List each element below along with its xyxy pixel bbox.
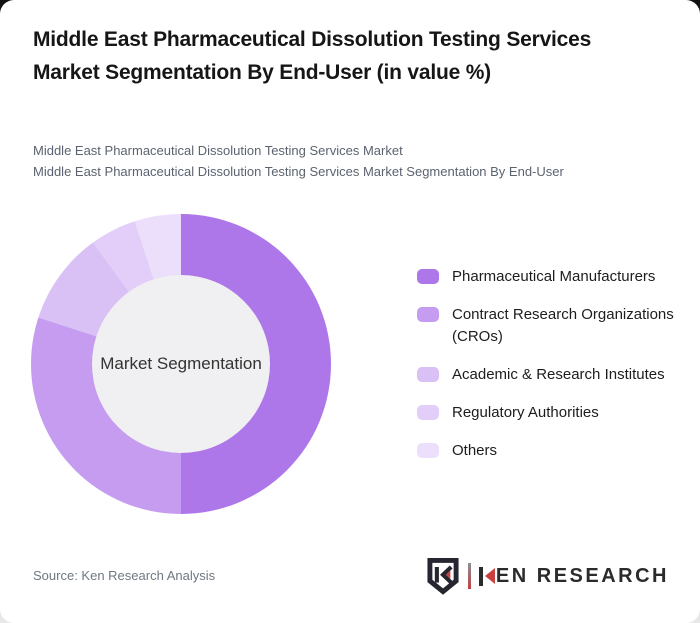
legend-swatch-icon — [417, 367, 439, 382]
legend-label: Pharmaceutical Manufacturers — [452, 268, 656, 285]
legend-swatch-icon — [417, 443, 439, 458]
legend-label: Academic & Research Institutes — [452, 366, 665, 383]
ken-research-logo[interactable]: EN RESEARCH — [425, 556, 669, 596]
logo-k-bar — [478, 566, 483, 586]
logo-divider — [467, 563, 471, 589]
legend-label: Regulatory Authorities — [452, 404, 599, 421]
legend-label: Contract Research Organizations (CROs) — [452, 306, 674, 345]
legend-label: Others — [452, 442, 498, 459]
legend-swatch-icon — [417, 307, 439, 322]
chart-legend: Pharmaceutical Manufacturers Contract Re… — [417, 266, 682, 462]
legend-item-academic-research-institutes[interactable]: Academic & Research Institutes — [417, 364, 682, 386]
legend-item-contract-research-organizations[interactable]: Contract Research Organizations (CROs) — [417, 304, 682, 348]
legend-item-pharmaceutical-manufacturers[interactable]: Pharmaceutical Manufacturers — [417, 266, 682, 288]
legend-swatch-icon — [417, 269, 439, 284]
legend-item-regulatory-authorities[interactable]: Regulatory Authorities — [417, 402, 682, 424]
chart-subtitle: Middle East Pharmaceutical Dissolution T… — [33, 140, 693, 182]
donut-center-label: Market Segmentation — [100, 354, 262, 373]
logo-wordmark-text: EN RESEARCH — [495, 564, 669, 587]
logo-k-arrow-icon — [484, 568, 495, 584]
chart-subtitle-line1: Middle East Pharmaceutical Dissolution T… — [33, 143, 403, 158]
ken-research-shield-icon — [427, 558, 459, 595]
legend-item-others[interactable]: Others — [417, 440, 682, 462]
legend-swatch-icon — [417, 405, 439, 420]
source-note: Source: Ken Research Analysis — [33, 568, 216, 583]
donut-chart[interactable]: Market Segmentation — [31, 214, 331, 514]
logo-wordmark: EN RESEARCH — [478, 564, 669, 588]
donut-center: Market Segmentation — [92, 275, 270, 453]
chart-subtitle-line2: Middle East Pharmaceutical Dissolution T… — [33, 164, 564, 179]
chart-title: Middle East Pharmaceutical Dissolution T… — [33, 28, 592, 84]
